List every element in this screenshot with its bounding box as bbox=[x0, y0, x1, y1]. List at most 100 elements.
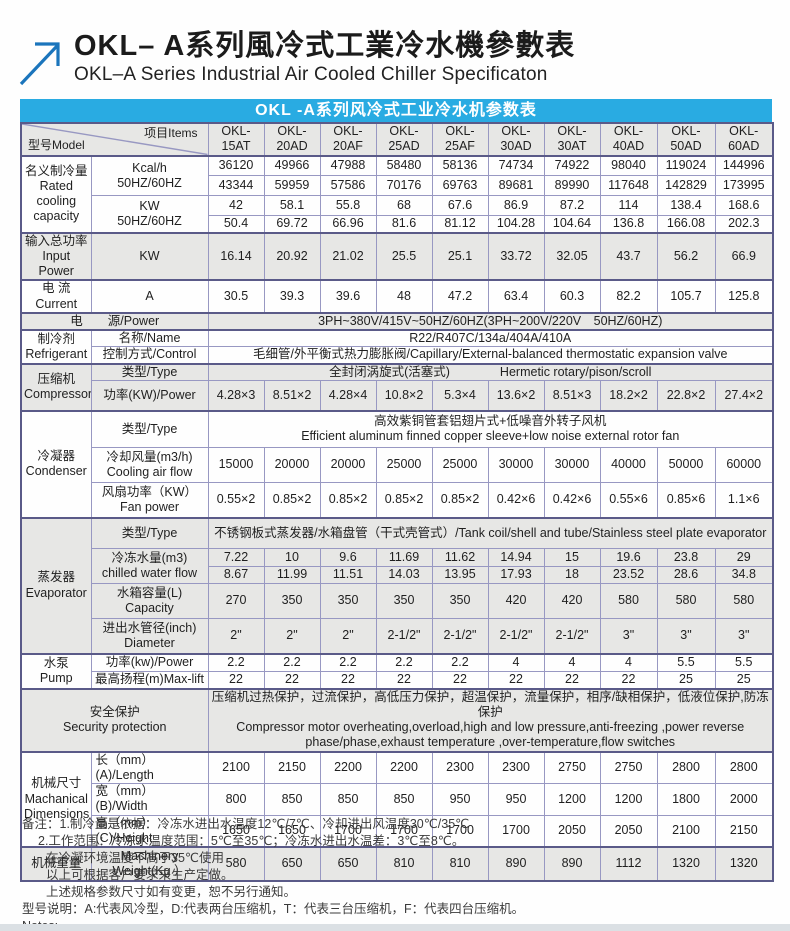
value-cell: 25.1 bbox=[431, 231, 489, 281]
row-sublabel: 控制方式/Control bbox=[90, 346, 209, 365]
value-cell: 50000 bbox=[656, 447, 716, 483]
value-cell: 0.85×2 bbox=[319, 482, 377, 518]
row-sublabel: 名称/Name bbox=[90, 329, 209, 348]
table-row: 蒸发器 Evaporator 类型/Type 不锈钢板式蒸发器/水箱盘管（干式壳… bbox=[20, 516, 774, 654]
row-sublabel: A bbox=[90, 279, 209, 314]
value-cell: 87.2 bbox=[543, 195, 601, 216]
value-cell: 43344 bbox=[207, 175, 265, 196]
value-cell: 8.51×3 bbox=[543, 380, 601, 411]
value-cell: 67.6 bbox=[431, 195, 489, 216]
value-cell: 2.2 bbox=[263, 652, 321, 672]
value-cell: 18 bbox=[543, 566, 601, 584]
table-row: 43344 59959 57586 70176 69763 89681 89990 11764… bbox=[21, 175, 774, 196]
value-cell: 32.05 bbox=[543, 231, 601, 281]
value-cell: 30000 bbox=[487, 447, 545, 483]
note-line: 在冷凝环境温度不高于35℃使用 bbox=[46, 851, 224, 865]
value-cell: 4 bbox=[487, 652, 545, 672]
value-cell: 9.6 bbox=[319, 548, 377, 567]
value-cell: 2150 bbox=[714, 814, 774, 848]
page-subtitle: OKL–A Series Industrial Air Cooled Chill… bbox=[74, 64, 548, 86]
value-cell: 2-1/2" bbox=[375, 618, 433, 654]
notes-block: 备注：1.制冷量是依据：冷冻水进出水温度12℃/7℃、冷却进出风温度30℃/35… bbox=[22, 816, 524, 931]
value-cell: 2800 bbox=[714, 750, 774, 784]
value-cell: 350 bbox=[375, 583, 433, 619]
spec-table-block: OKL -A系列风冷式工业冷水机参数表 型号Model 项目Items OKL-… bbox=[20, 99, 774, 882]
value-cell: 168.6 bbox=[714, 195, 774, 216]
value-cell: 57586 bbox=[319, 175, 377, 196]
value-cell: 270 bbox=[207, 583, 265, 619]
value-cell: 98040 bbox=[599, 154, 658, 176]
value-cell: 22 bbox=[431, 671, 489, 689]
value-cell: 580 bbox=[656, 583, 716, 619]
titles: OKL– A系列風冷式工業冷水機參數表 OKL–A Series Industr… bbox=[74, 30, 575, 86]
value-cell: 25 bbox=[656, 671, 716, 689]
value-cell: 29 bbox=[714, 548, 774, 567]
value-cell: 2300 bbox=[431, 750, 489, 784]
value-cell: 202.3 bbox=[714, 215, 774, 233]
value-cell: 350 bbox=[319, 583, 377, 619]
row-sublabel: 风扇功率（KW） Fan power bbox=[90, 482, 209, 518]
value-cell: 0.85×2 bbox=[263, 482, 321, 518]
value-cell: 42 bbox=[207, 195, 265, 216]
value-cell: 1200 bbox=[543, 783, 601, 816]
value-cell: 22 bbox=[543, 671, 601, 689]
merged-value: 压缩机过热保护，过流保护，高低压力保护，超温保护，流量保护，相序/缺相保护，低液… bbox=[207, 687, 774, 752]
value-cell: 1320 bbox=[714, 846, 774, 882]
value-cell: 0.42×6 bbox=[487, 482, 545, 518]
value-cell: 47988 bbox=[319, 154, 377, 176]
model-header-cell: OKL- 20AF bbox=[319, 122, 377, 156]
value-cell: 0.55×2 bbox=[207, 482, 265, 518]
value-cell: 950 bbox=[431, 783, 489, 816]
value-cell: 3" bbox=[714, 618, 774, 654]
row-sublabel: Kcal/h 50HZ/60HZ bbox=[90, 154, 209, 196]
value-cell: 30.5 bbox=[207, 279, 265, 314]
merged-value: 全封闭涡旋式(活塞式) Hermetic rotary/pison/scroll bbox=[207, 362, 774, 381]
value-cell: 66.9 bbox=[714, 231, 774, 281]
value-cell: 10.8×2 bbox=[375, 380, 433, 411]
value-cell: 27.4×2 bbox=[714, 380, 774, 411]
table-row: 控制方式/Control 毛细管/外平衡式热力膨胀阀/Capillary/Ext… bbox=[21, 346, 774, 365]
row-label: 机械重量 bbox=[20, 846, 92, 882]
spec-table: 型号Model 项目Items OKL- 15AT OKL- 20AD OKL- 2… bbox=[20, 122, 774, 882]
value-cell: 104.28 bbox=[487, 215, 545, 233]
value-cell: 650 bbox=[263, 846, 321, 882]
value-cell: 50.4 bbox=[207, 215, 265, 233]
page-title: OKL– A系列風冷式工業冷水機參數表 bbox=[74, 30, 576, 62]
value-cell: 1800 bbox=[656, 783, 716, 816]
value-cell: 81.12 bbox=[431, 215, 489, 233]
value-cell: 2750 bbox=[599, 750, 658, 784]
value-cell: 89990 bbox=[543, 175, 601, 196]
value-cell: 22 bbox=[487, 671, 545, 689]
table-row: 冷凝器 Condenser 类型/Type 高效紫铜管套铝翅片式+低噪音外转子风… bbox=[20, 409, 774, 518]
value-cell: 810 bbox=[375, 846, 433, 882]
table-row: 风扇功率（KW） Fan power 0.55×2 0.85×2 0.85×2 0.8… bbox=[21, 482, 774, 518]
value-cell: 21.02 bbox=[319, 231, 377, 281]
value-cell: 0.85×2 bbox=[375, 482, 433, 518]
table-row: 进出水管径(inch) Diameter 2" 2" 2" 2-1/2" 2-1/2" 2… bbox=[21, 618, 774, 654]
row-sublabel: 功率(KW)/Power bbox=[90, 380, 209, 411]
row-sublabel: 宽（mm）(B)/Width bbox=[90, 783, 209, 816]
value-cell: 2100 bbox=[656, 814, 716, 848]
merged-value: 毛细管/外平衡式热力膨胀阀/Capillary/External-balance… bbox=[207, 346, 774, 365]
value-cell: 48 bbox=[375, 279, 433, 314]
value-cell: 580 bbox=[714, 583, 774, 619]
model-header-cell: OKL- 30AT bbox=[543, 122, 601, 156]
value-cell: 8.67 bbox=[207, 566, 265, 584]
row-sublabel: 长（mm）(A)/Length bbox=[90, 750, 209, 784]
value-cell: 117648 bbox=[599, 175, 658, 196]
model-header-cell: OKL- 20AD bbox=[263, 122, 321, 156]
value-cell: 173995 bbox=[714, 175, 774, 196]
row-sublabel: 冷却风量(m3/h) Cooling air flow bbox=[90, 447, 209, 483]
row-label: 机械尺寸 Machanical Dimensions bbox=[20, 750, 92, 848]
value-cell: 58136 bbox=[431, 154, 489, 176]
value-cell: 25000 bbox=[375, 447, 433, 483]
value-cell: 105.7 bbox=[656, 279, 716, 314]
row-sublabel: KW bbox=[90, 231, 209, 281]
row-label: 水泵 Pump bbox=[20, 652, 92, 689]
value-cell: 2800 bbox=[656, 750, 716, 784]
value-cell: 580 bbox=[207, 846, 265, 882]
value-cell: 25.5 bbox=[375, 231, 433, 281]
row-label: 冷凝器 Condenser bbox=[20, 409, 92, 518]
value-cell: 950 bbox=[487, 783, 545, 816]
row-sublabel: 类型/Type bbox=[90, 362, 209, 381]
